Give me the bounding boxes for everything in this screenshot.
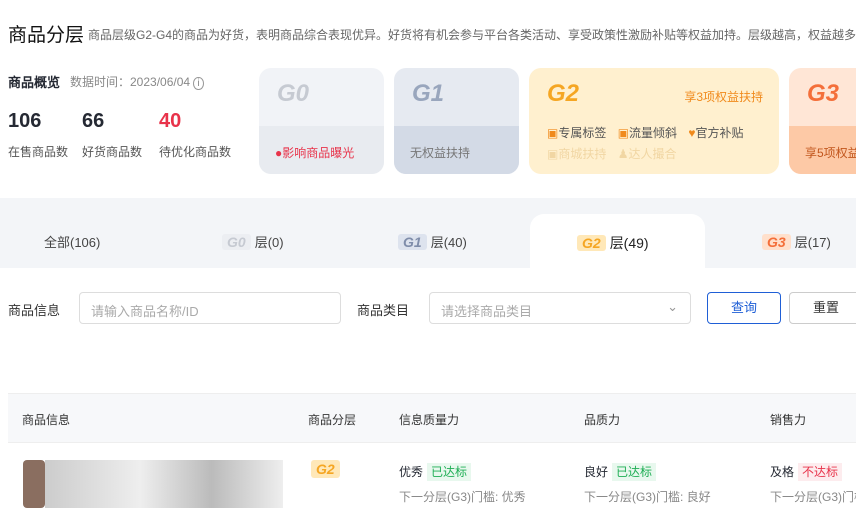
locked-benefit-list: ▣商城扶持 ♟达人撮合 (547, 145, 676, 162)
stat-optimize: 40 (159, 110, 182, 132)
level-note: 无权益扶持 (410, 146, 471, 160)
product-name-blurred[interactable] (45, 460, 283, 508)
benefit: 专属标签 (558, 126, 607, 140)
column-header: 商品分层 (308, 413, 357, 427)
level-name: G0 (277, 80, 310, 107)
benefit: 官方补贴 (695, 126, 744, 140)
stat-good: 66 (82, 110, 105, 132)
level-badge: G2 (311, 460, 340, 478)
stat-label: 好货商品数 (82, 145, 143, 159)
data-time: 数据时间：2023/06/04 i (70, 73, 204, 90)
tab-label: 层(49) (609, 235, 649, 251)
level-note-text: 影响商品曝光 (282, 146, 355, 160)
active-tab-bg (530, 214, 705, 274)
quality-cell: 良好 已达标 (584, 463, 657, 481)
level-card-g1[interactable]: G1 无权益扶持 (394, 68, 519, 174)
category-placeholder: 请选择商品类目 (441, 304, 533, 319)
tab-label: 层(17) (794, 235, 831, 250)
stat-label: 待优化商品数 (159, 145, 232, 159)
level-note: 享5项权益 (805, 146, 856, 160)
tab-label: 层(40) (430, 235, 467, 250)
page-description: 商品层级G2-G4的商品为好货，表明商品综合表现优异。好货将有机会参与平台各类活… (88, 28, 856, 42)
tab-g1[interactable]: G1 层(40) (398, 232, 467, 251)
status-badge: 已达标 (612, 463, 657, 481)
tab-label: 层(0) (254, 235, 284, 250)
tab-badge: G0 (222, 234, 251, 250)
name-filter-label: 商品信息 (8, 303, 61, 318)
stat-label: 在售商品数 (8, 145, 69, 159)
tab-badge: G2 (577, 235, 606, 251)
info-icon[interactable]: i (193, 77, 204, 90)
level-card-g2[interactable]: G2 享3项权益扶持 ▣专属标签 ▣流量倾斜 ♥官方补贴 ▣商城扶持 ♟达人撮合 (529, 68, 779, 174)
category-filter-label: 商品类目 (357, 303, 410, 318)
stat-on-sale: 106 (8, 110, 42, 132)
page-title: 商品分层 (8, 25, 85, 46)
column-header: 品质力 (584, 413, 621, 427)
level-note: ●影响商品曝光 (275, 144, 354, 161)
column-header: 信息质量力 (399, 413, 460, 427)
next-threshold: 下一分层(G3)门槛: 优秀 (399, 490, 526, 504)
status-badge: 不达标 (798, 463, 843, 481)
benefit-list: ▣专属标签 ▣流量倾斜 ♥官方补贴 (547, 124, 744, 141)
rating: 优秀 (399, 465, 424, 479)
level-name: G2 (547, 80, 580, 107)
table-header (8, 393, 856, 443)
overview-title: 商品概览 (8, 75, 61, 90)
product-search-input[interactable]: 请输入商品名称/ID (79, 292, 341, 324)
tab-g3[interactable]: G3 层(17) (762, 232, 831, 251)
chevron-down-icon: ⌄ (667, 299, 678, 314)
level-name: G1 (412, 80, 445, 107)
column-header: 销售力 (770, 413, 807, 427)
reset-button[interactable]: 重置 (789, 292, 856, 324)
info-quality-cell: 优秀 已达标 (399, 463, 472, 481)
category-select[interactable]: 请选择商品类目 ⌄ (429, 292, 691, 324)
tab-bar (0, 198, 856, 268)
status-badge: 已达标 (427, 463, 472, 481)
next-threshold: 下一分层(G3)门槛: 良好 (584, 490, 711, 504)
level-rights: 享3项权益扶持 (684, 90, 763, 104)
tab-badge: G3 (762, 234, 791, 250)
locked-benefit: 达人撮合 (628, 147, 677, 161)
benefit: 流量倾斜 (629, 126, 678, 140)
query-button[interactable]: 查询 (707, 292, 781, 324)
tab-badge: G1 (398, 234, 427, 250)
column-header: 商品信息 (22, 413, 71, 427)
tab-all[interactable]: 全部(106) (44, 235, 101, 250)
tag-icon: ▣ (547, 126, 559, 140)
mall-icon: ▣ (547, 147, 559, 161)
tab-g0[interactable]: G0 层(0) (222, 232, 284, 251)
alert-icon: ● (275, 146, 283, 160)
sales-cell: 及格 不达标 (770, 463, 843, 481)
level-card-g0[interactable]: G0 ●影响商品曝光 (259, 68, 384, 174)
person-icon: ♟ (617, 147, 629, 161)
tab-g2[interactable]: G2 层(49) (577, 233, 649, 253)
level-card-g3[interactable]: G3 享5项权益 (789, 68, 856, 174)
traffic-icon: ▣ (617, 126, 630, 140)
next-threshold: 下一分层(G3)门槛 (770, 490, 856, 504)
rating: 良好 (584, 465, 609, 479)
subsidy-icon: ♥ (688, 126, 696, 140)
data-time-text: 数据时间：2023/06/04 (70, 75, 191, 89)
locked-benefit: 商城扶持 (558, 147, 607, 161)
product-thumbnail[interactable] (23, 460, 45, 508)
rating: 及格 (770, 465, 795, 479)
level-name: G3 (807, 80, 840, 107)
